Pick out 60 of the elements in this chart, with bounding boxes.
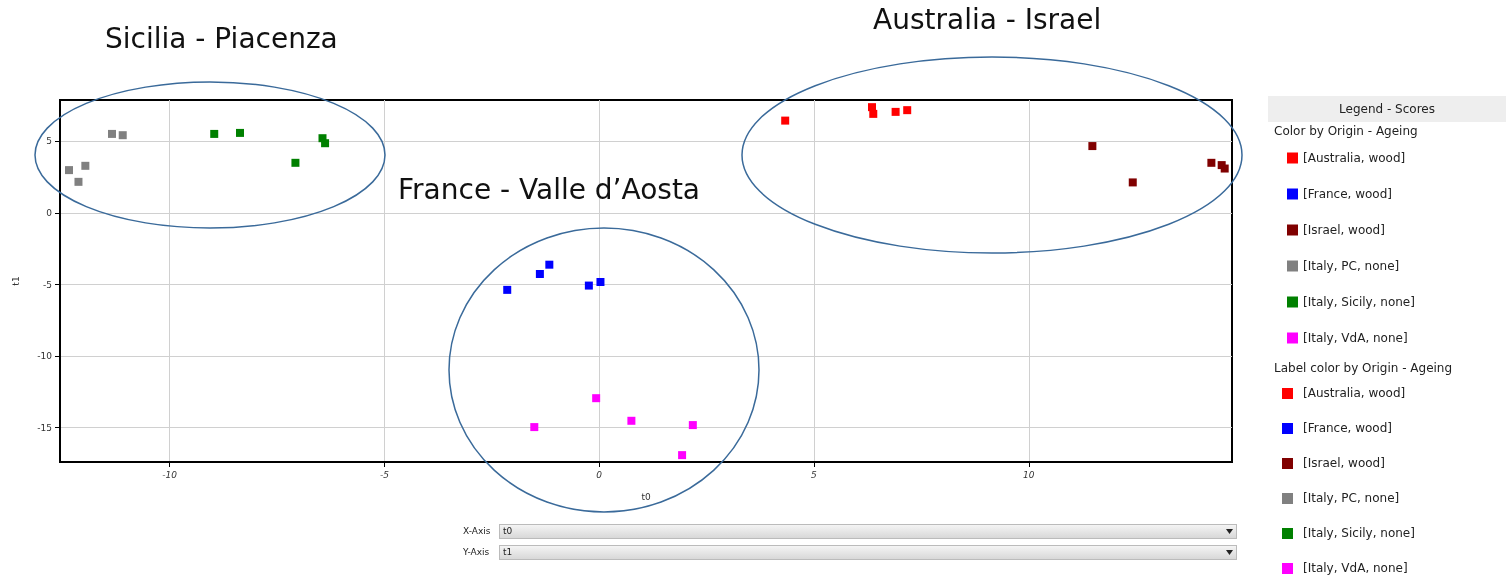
legend-title: Legend - Scores bbox=[1268, 96, 1506, 122]
point bbox=[65, 166, 74, 175]
point bbox=[891, 107, 900, 116]
point bbox=[236, 128, 245, 137]
x-axis-title: t0 bbox=[641, 491, 651, 502]
text: Y-Axis bbox=[463, 547, 490, 557]
text: [France, wood] bbox=[1303, 421, 1393, 435]
text: Label color by Origin - Ageing bbox=[1274, 361, 1453, 375]
point bbox=[81, 161, 90, 170]
x-tick-label: 0 bbox=[596, 469, 603, 480]
text: t1 bbox=[503, 547, 513, 557]
point bbox=[592, 394, 601, 403]
point bbox=[584, 281, 593, 290]
point bbox=[530, 423, 539, 432]
point bbox=[1207, 158, 1216, 167]
y-tick-label: -5 bbox=[43, 279, 52, 290]
x-tick-label: -10 bbox=[162, 469, 178, 480]
text: [Israel, wood] bbox=[1303, 456, 1385, 470]
y-tick-label: 0 bbox=[46, 208, 53, 219]
point bbox=[869, 109, 878, 118]
point bbox=[535, 269, 544, 278]
point bbox=[118, 131, 127, 140]
legend-label: [France, wood] bbox=[1303, 187, 1393, 201]
point bbox=[107, 129, 116, 138]
y-tick-label: 5 bbox=[46, 136, 52, 147]
text: Color by Origin - Ageing bbox=[1274, 124, 1418, 138]
x-tick-label: 5 bbox=[811, 469, 818, 480]
point bbox=[627, 416, 636, 425]
point bbox=[74, 177, 83, 186]
point bbox=[321, 139, 330, 148]
point bbox=[688, 421, 697, 430]
text: t0 bbox=[503, 526, 513, 536]
point bbox=[678, 451, 687, 460]
y-tick-label: -15 bbox=[37, 422, 52, 433]
point bbox=[210, 129, 219, 138]
annotation: France - Valle d’Aosta bbox=[398, 173, 701, 206]
y-tick-label: -10 bbox=[37, 351, 53, 362]
point bbox=[903, 106, 912, 115]
text: Sicilia - Piacenza bbox=[105, 22, 338, 55]
legend-label: [Israel, wood] bbox=[1303, 223, 1385, 237]
x-tick-label: -5 bbox=[379, 469, 390, 480]
legend-label: [Italy, Sicily, none] bbox=[1303, 295, 1415, 309]
point bbox=[781, 116, 790, 125]
y-axis-title: t1 bbox=[10, 276, 21, 286]
legend-label: [Italy, VdA, none] bbox=[1303, 331, 1408, 345]
text: Australia - Israel bbox=[873, 3, 1102, 36]
point bbox=[503, 285, 512, 294]
point bbox=[1088, 142, 1097, 151]
text: [Australia, wood] bbox=[1303, 386, 1406, 400]
text: [Italy, VdA, none] bbox=[1303, 561, 1408, 575]
text: [Italy, Sicily, none] bbox=[1303, 526, 1415, 540]
legend-label: [Australia, wood] bbox=[1303, 151, 1406, 165]
point bbox=[596, 278, 605, 286]
legend-label: [Italy, PC, none] bbox=[1303, 259, 1400, 273]
text: X-Axis bbox=[463, 526, 491, 536]
point bbox=[545, 260, 554, 269]
x-tick-label: 10 bbox=[1023, 469, 1035, 480]
point bbox=[1128, 178, 1137, 187]
text: [Italy, PC, none] bbox=[1303, 491, 1400, 505]
point bbox=[291, 158, 300, 167]
